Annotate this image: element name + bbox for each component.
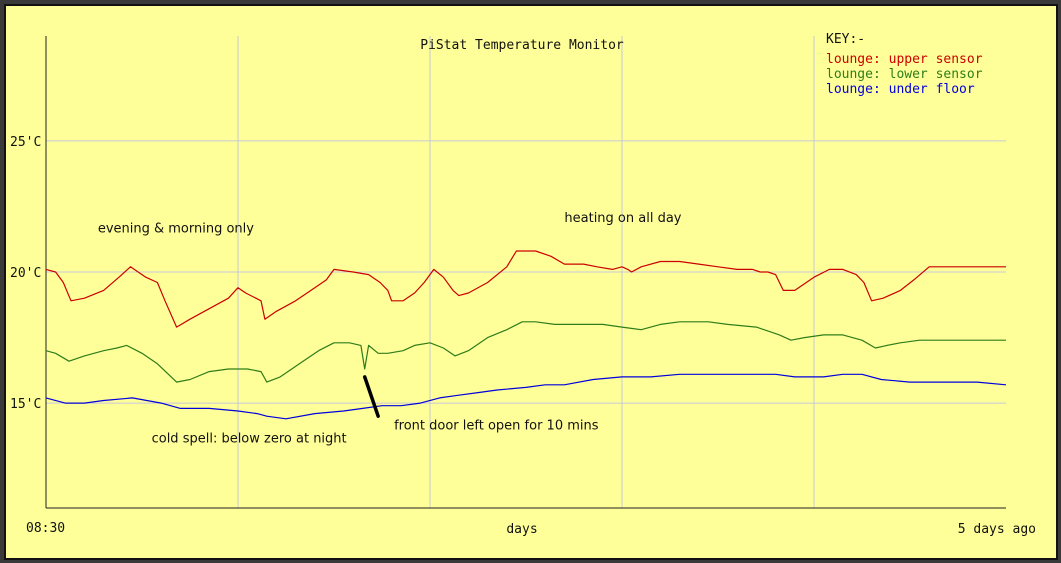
- chart-frame: PiStat Temperature Monitor 15'C 20'C 25'C …: [4, 4, 1058, 560]
- series-line-2: [45, 321, 1006, 383]
- series-lines: [45, 250, 1007, 420]
- legend-entry: lounge: under floor: [826, 82, 975, 97]
- x-start-label: 08:30: [26, 521, 65, 536]
- annotation-text: cold spell: below zero at night: [152, 431, 347, 446]
- temperature-chart: PiStat Temperature Monitor 15'C20'C25'C …: [10, 32, 1036, 537]
- y-tick-label: 25'C: [10, 135, 41, 150]
- chart-title: PiStat Temperature Monitor: [420, 38, 624, 53]
- series-line-1: [45, 250, 1006, 328]
- y-axis-labels: 15'C 20'C 25'C: [10, 135, 41, 412]
- legend-title: KEY:-: [826, 32, 865, 47]
- y-tick-label: 20'C: [10, 266, 41, 281]
- annotation-pointer: [362, 375, 380, 418]
- annotation-text: heating on all day: [564, 211, 681, 226]
- legend-entry: lounge: upper sensor: [826, 52, 983, 67]
- x-end-label: 5 days ago: [958, 522, 1036, 537]
- x-axis-label: days: [506, 522, 537, 537]
- y-tick-label: 15'C: [10, 397, 41, 412]
- annotation-text: front door left open for 10 mins: [394, 418, 599, 433]
- grid: [46, 36, 1006, 508]
- annotation-text: evening & morning only: [98, 222, 254, 237]
- series-line-3: [45, 373, 1007, 420]
- axes: [45, 36, 1006, 509]
- annotations: evening & morning only heating on all day…: [98, 211, 682, 446]
- legend-entry: lounge: lower sensor: [826, 67, 983, 82]
